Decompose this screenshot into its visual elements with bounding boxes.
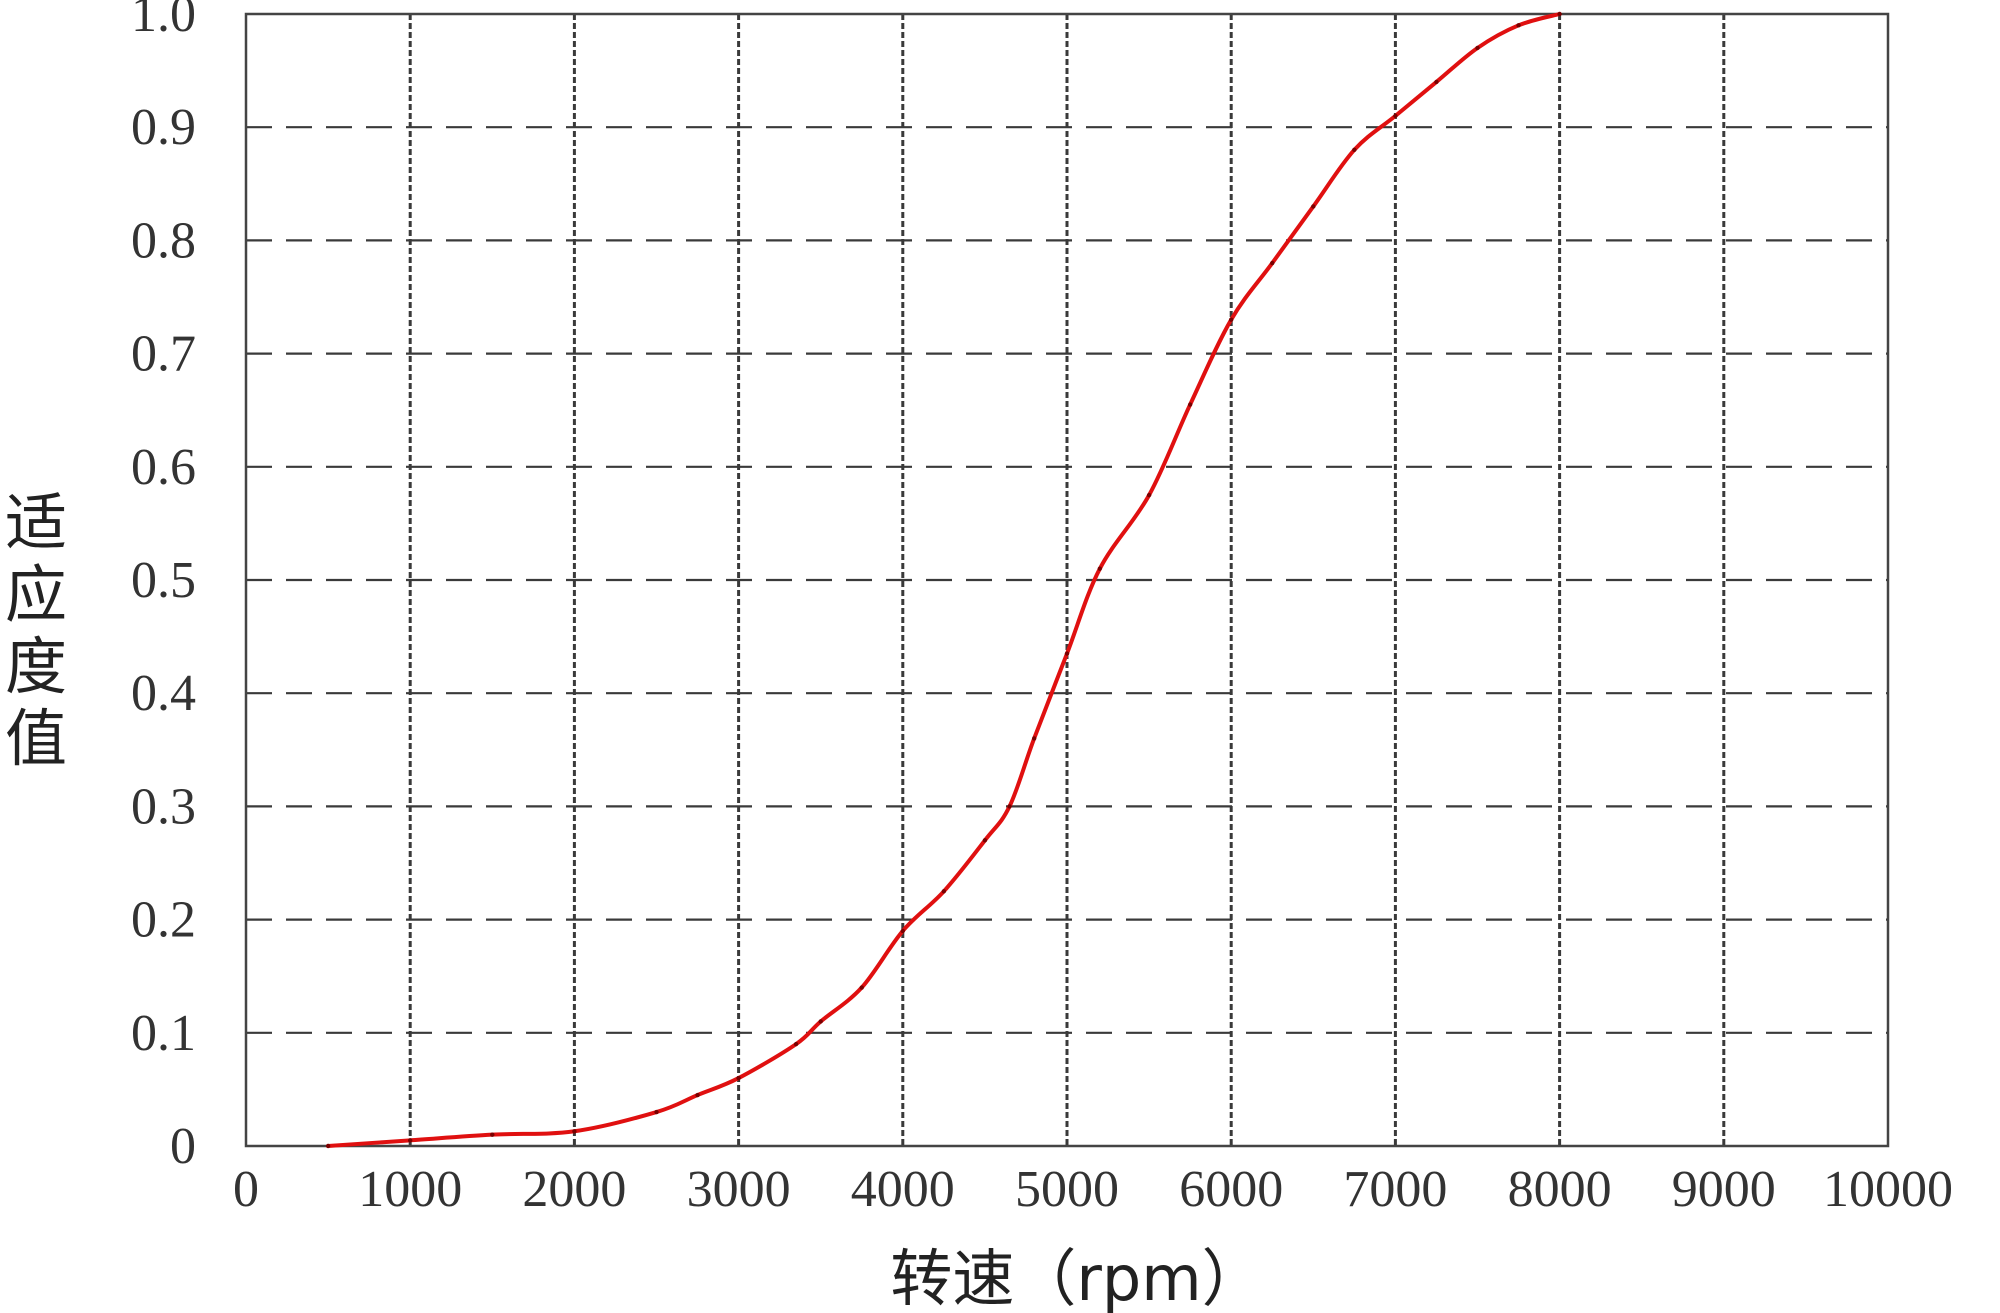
series-layer — [325, 11, 1562, 1149]
y-tick-label: 0.4 — [131, 665, 196, 722]
y-tick-labels: 0 0.1 0.2 0.3 0.4 0.5 0.6 0.7 0.8 0.9 1.0 — [131, 0, 196, 1175]
y-tick-label: 0.2 — [131, 892, 196, 949]
data-point — [1434, 79, 1439, 85]
data-point — [818, 1019, 823, 1024]
data-point — [572, 1129, 577, 1134]
data-point — [1557, 11, 1562, 17]
data-point — [941, 889, 947, 894]
data-point — [1031, 736, 1037, 741]
data-point — [1064, 651, 1070, 656]
x-tick-labels: 0 1000 2000 3000 4000 5000 6000 7000 8000 9000 100… — [233, 1161, 1953, 1218]
x-tick-label: 6000 — [1179, 1161, 1283, 1218]
data-point — [490, 1132, 495, 1137]
data-point — [1229, 317, 1234, 322]
data-point — [1097, 566, 1103, 571]
x-tick-label: 1000 — [358, 1161, 462, 1218]
data-point — [859, 985, 864, 990]
x-tick-label: 8000 — [1508, 1161, 1612, 1218]
data-point — [1475, 45, 1480, 51]
data-point — [1311, 204, 1316, 209]
plot-frame — [244, 12, 1890, 1148]
x-tick-label: 9000 — [1672, 1161, 1776, 1218]
data-point — [900, 928, 905, 934]
data-point — [1393, 113, 1398, 119]
x-tick-label: 4000 — [851, 1161, 955, 1218]
data-point — [982, 838, 988, 843]
x-tick-label: 5000 — [1015, 1161, 1119, 1218]
x-tick-label: 0 — [233, 1161, 259, 1218]
data-point — [1516, 23, 1521, 28]
data-point — [325, 1143, 331, 1149]
x-tick-label: 7000 — [1343, 1161, 1447, 1218]
data-point — [1270, 260, 1275, 266]
y-tick-label: 0.1 — [131, 1005, 196, 1062]
x-axis-label: 转速（rpm） — [890, 1242, 1263, 1313]
data-point — [793, 1041, 799, 1047]
x-tick-label: 10000 — [1823, 1161, 1953, 1218]
data-point — [1187, 402, 1193, 407]
grid — [246, 14, 1888, 1146]
y-axis-label: 适应度值 — [5, 486, 67, 775]
y-tick-label: 0.3 — [131, 778, 196, 835]
data-point — [1352, 147, 1357, 153]
x-tick-label: 2000 — [522, 1161, 626, 1218]
y-tick-label: 1.0 — [131, 0, 196, 43]
y-tick-label: 0.5 — [131, 552, 196, 609]
y-tick-label: 0.7 — [131, 326, 196, 383]
y-tick-label: 0.8 — [131, 212, 196, 269]
y-tick-label: 0 — [170, 1118, 196, 1175]
data-point — [695, 1092, 700, 1098]
y-tick-label: 0.9 — [131, 99, 196, 156]
data-point — [1007, 804, 1012, 809]
data-point — [654, 1109, 659, 1115]
x-tick-label: 3000 — [687, 1161, 791, 1218]
data-point — [408, 1138, 413, 1143]
y-tick-label: 0.6 — [131, 439, 196, 496]
data-point — [1146, 492, 1152, 498]
data-point — [736, 1075, 741, 1081]
